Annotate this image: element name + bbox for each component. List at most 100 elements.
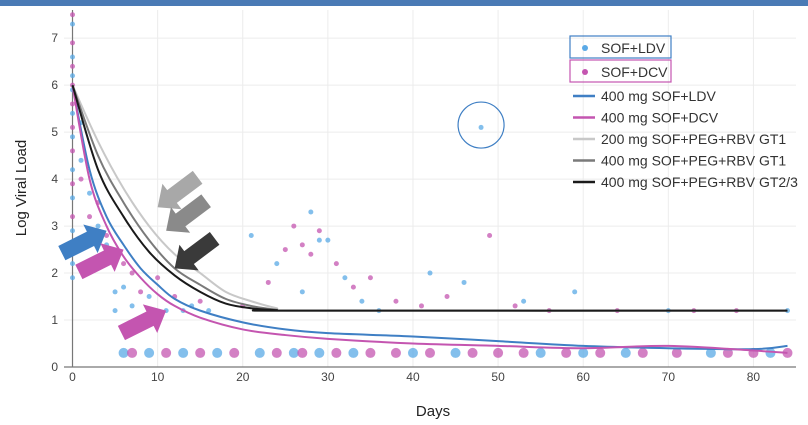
x-axis-label: Days: [416, 403, 450, 420]
scatter-point: [70, 214, 76, 220]
scatter-point: [316, 228, 322, 234]
scatter-point: [427, 270, 433, 276]
scatter-point: [299, 242, 305, 248]
scatter-point: [70, 167, 76, 173]
scatter-point: [297, 347, 308, 358]
scatter-point: [535, 347, 546, 358]
x-tick-label: 0: [69, 370, 76, 384]
scatter-point: [425, 347, 435, 358]
scatter-point: [70, 101, 76, 107]
x-tick-label: 30: [321, 370, 335, 384]
scatter-point: [206, 308, 212, 314]
scatter-point: [308, 251, 314, 257]
scatter-point: [112, 289, 118, 295]
scatter-point: [274, 261, 280, 267]
scatter-point: [70, 228, 76, 234]
scatter-point: [70, 63, 76, 69]
arrow-magenta-upper: [75, 243, 124, 280]
arrow-magenta-lower: [117, 304, 167, 341]
legend-label: SOF+DCV: [601, 64, 668, 80]
y-tick-label: 2: [51, 266, 58, 280]
scatter-point: [518, 347, 529, 358]
x-tick-label: 40: [406, 370, 420, 384]
scatter-point: [291, 223, 297, 229]
x-tick-label: 70: [662, 370, 676, 384]
scatter-point: [365, 347, 376, 358]
scatter-point: [127, 347, 138, 358]
gridlines: [64, 10, 796, 367]
scatter-point: [671, 347, 682, 358]
scatter-point: [70, 181, 76, 187]
x-tick-label: 60: [577, 370, 591, 384]
scatter-point: [493, 347, 504, 358]
scatter-point: [70, 110, 76, 116]
scatter-point: [314, 347, 325, 358]
legend-label: 200 mg SOF+PEG+RBV GT1: [601, 131, 786, 147]
legend-marker: [582, 45, 588, 51]
x-tick-label: 50: [491, 370, 505, 384]
scatter-point: [118, 347, 129, 358]
scatter-point: [265, 279, 271, 285]
scatter-point: [359, 298, 365, 304]
scatter-point: [512, 303, 518, 309]
legend: SOF+LDV SOF+DCV 400 mg SOF+LDV 400 mg SOF+D…: [569, 35, 798, 190]
scatter-point: [144, 347, 155, 358]
scatter-point: [70, 73, 76, 79]
scatter-point: [87, 190, 93, 196]
scatter-point: [705, 347, 716, 358]
legend-label: 400 mg SOF+PEG+RBV GT2/3: [601, 174, 798, 190]
scatter-point: [70, 148, 76, 154]
scatter-point: [572, 289, 578, 295]
y-tick-label: 3: [51, 219, 58, 233]
arrow-lightgray: [157, 170, 203, 210]
scatter-point: [487, 232, 493, 238]
scatter-point: [444, 294, 450, 300]
scatter-point: [138, 289, 144, 295]
y-tick-label: 5: [51, 125, 58, 139]
annotations: [58, 101, 505, 341]
arrow-midgray: [166, 194, 211, 233]
scatter-point: [595, 347, 606, 358]
scatter-point: [282, 247, 288, 253]
scatter-point: [467, 347, 478, 358]
scatter-point: [129, 303, 135, 309]
scatter-point: [316, 237, 322, 243]
scatter-point: [461, 279, 467, 285]
scatter-point: [87, 214, 93, 220]
scatter-point: [70, 134, 76, 140]
y-axis-label: Log Viral Load: [13, 140, 30, 236]
scatter-point: [299, 289, 305, 295]
x-tick-label: 20: [236, 370, 250, 384]
scatter-point: [161, 347, 172, 358]
scatter-point: [390, 347, 401, 358]
scatter-point: [393, 298, 399, 304]
scatter-point: [121, 261, 127, 267]
y-tick-label: 0: [51, 360, 58, 374]
scatter-point: [450, 347, 461, 358]
arrow-blue: [58, 224, 107, 261]
scatter-point: [288, 347, 299, 358]
scatter-point: [78, 176, 84, 182]
scatter-point: [271, 347, 282, 358]
scatter-point: [578, 347, 589, 358]
scatter-point: [478, 124, 484, 130]
y-tick-label: 6: [51, 78, 58, 92]
scatter-point: [620, 347, 631, 358]
x-tick-label: 10: [151, 370, 165, 384]
y-tick-label: 1: [51, 313, 58, 327]
x-tick-label: 80: [747, 370, 761, 384]
scatter-point: [95, 223, 101, 229]
scatter-point: [70, 261, 76, 267]
scatter-point: [212, 347, 223, 358]
scatter-point: [70, 40, 76, 46]
scatter-point: [195, 347, 206, 358]
scatter-point: [348, 347, 359, 358]
scatter-point: [637, 347, 648, 358]
scatter-point: [418, 303, 424, 309]
scatter-point: [342, 275, 348, 281]
legend-label: 400 mg SOF+DCV: [601, 110, 719, 126]
scatter-point: [121, 284, 127, 290]
legend-marker: [582, 69, 588, 75]
y-tick-label: 4: [51, 172, 58, 186]
scatter-point: [722, 347, 733, 358]
